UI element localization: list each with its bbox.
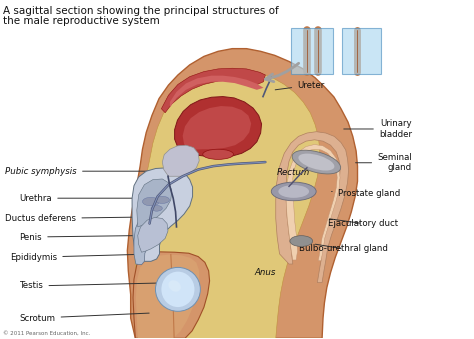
Text: Seminal
gland: Seminal gland (356, 153, 412, 173)
Polygon shape (276, 132, 348, 283)
Polygon shape (170, 76, 264, 107)
Text: Testis: Testis (19, 281, 175, 291)
Text: Prostate gland: Prostate gland (331, 188, 400, 198)
Text: Urinary
bladder: Urinary bladder (344, 119, 412, 139)
Polygon shape (162, 145, 199, 176)
Text: Epididymis: Epididymis (10, 253, 154, 262)
Ellipse shape (155, 267, 201, 311)
Ellipse shape (151, 205, 162, 211)
Polygon shape (174, 97, 262, 157)
Text: Penis: Penis (19, 233, 154, 241)
Ellipse shape (290, 236, 313, 246)
Polygon shape (135, 69, 319, 338)
Polygon shape (138, 217, 168, 252)
FancyBboxPatch shape (292, 28, 333, 74)
Text: Pubic symphysis: Pubic symphysis (5, 167, 171, 176)
Polygon shape (132, 168, 192, 261)
Text: Urethra: Urethra (19, 194, 161, 203)
Ellipse shape (143, 197, 159, 206)
Text: A sagittal section showing the principal structures of: A sagittal section showing the principal… (3, 6, 279, 16)
Polygon shape (134, 216, 160, 265)
Polygon shape (128, 48, 357, 338)
Text: Ductus deferens: Ductus deferens (5, 214, 161, 223)
Text: Bulbo-urethral gland: Bulbo-urethral gland (300, 244, 388, 253)
Ellipse shape (155, 196, 169, 203)
Text: Rectum: Rectum (277, 168, 310, 177)
Ellipse shape (168, 280, 181, 292)
Polygon shape (286, 144, 340, 261)
Text: © 2011 Pearson Education, Inc.: © 2011 Pearson Education, Inc. (3, 331, 91, 336)
Ellipse shape (278, 185, 309, 198)
Polygon shape (182, 106, 251, 150)
Ellipse shape (271, 182, 316, 201)
Text: Scrotum: Scrotum (19, 313, 149, 322)
Text: Ureter: Ureter (275, 81, 324, 90)
Ellipse shape (299, 154, 335, 171)
Ellipse shape (203, 149, 234, 159)
Text: Anus: Anus (255, 268, 276, 277)
FancyBboxPatch shape (342, 28, 381, 74)
Text: the male reproductive system: the male reproductive system (3, 16, 160, 26)
Ellipse shape (161, 272, 194, 307)
Text: Ejaculatory duct: Ejaculatory duct (328, 219, 398, 228)
Polygon shape (133, 252, 210, 338)
Polygon shape (137, 179, 172, 227)
Polygon shape (161, 68, 265, 113)
Polygon shape (136, 255, 199, 338)
Ellipse shape (292, 150, 341, 174)
